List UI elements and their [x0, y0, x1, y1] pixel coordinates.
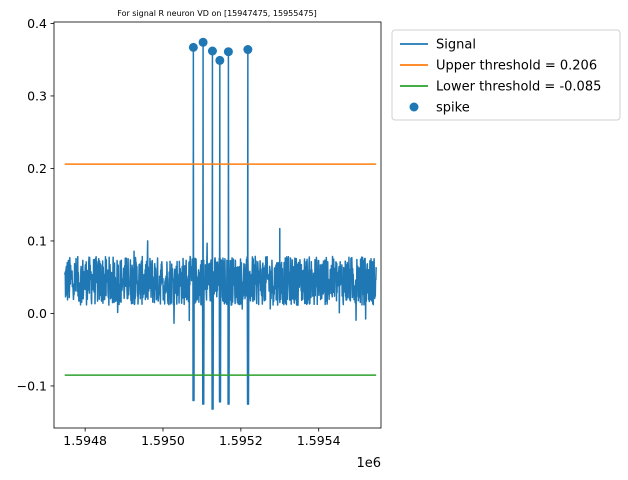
series-signal	[63, 41, 377, 410]
legend-label: Upper threshold = 0.206	[436, 59, 597, 74]
legend-label: Lower threshold = -0.085	[436, 80, 601, 95]
y-tick-label: 0.3	[27, 88, 47, 103]
legend-swatch	[409, 102, 419, 112]
x-tick-label: 1.5948	[63, 433, 107, 448]
legend-label: Signal	[436, 38, 476, 53]
y-tick-label: 0.0	[27, 306, 47, 321]
spike-marker	[188, 42, 198, 52]
axes: 1.5948 1.5950 1.5952 1.5954 −0.1 0.0 0.1 0.2 0.3…	[17, 16, 382, 448]
x-tick-label: 1.5950	[141, 433, 185, 448]
spike-marker	[198, 37, 208, 47]
spike-marker	[243, 45, 253, 55]
legend-box	[391, 29, 621, 121]
y-tick-label: 0.2	[27, 161, 47, 176]
y-tick-label: 0.4	[27, 16, 47, 31]
legend: Signal Upper threshold = 0.206 Lower thres…	[391, 29, 621, 121]
legend-label: spike	[436, 101, 470, 116]
spike-marker	[207, 46, 217, 56]
y-tick-label: −0.1	[17, 378, 47, 393]
spike-marker	[223, 47, 233, 57]
axes-frame	[53, 21, 382, 429]
plot-area	[63, 37, 377, 410]
x-axis-offset-label: 1e6	[356, 456, 381, 471]
x-tick-label: 1.5954	[297, 433, 341, 448]
x-tick-label: 1.5952	[219, 433, 263, 448]
chart-title: For signal R neuron VD on [15947475, 159…	[117, 9, 316, 18]
y-tick-label: 0.1	[27, 233, 47, 248]
spike-marker	[215, 55, 225, 65]
